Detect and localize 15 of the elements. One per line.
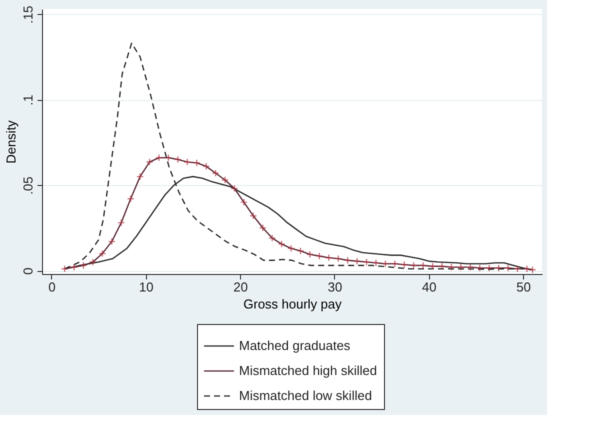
legend-label: Mismatched low skilled xyxy=(239,388,372,403)
y-tick-label: 0 xyxy=(20,267,36,275)
x-tick-label: 30 xyxy=(328,280,342,294)
y-axis-title: Density xyxy=(4,120,18,164)
x-tick-label: 0 xyxy=(48,280,56,294)
x-tick-label: 10 xyxy=(139,280,154,294)
y-tick-label: .15 xyxy=(20,6,36,24)
x-tick-label: 50 xyxy=(516,280,531,294)
y-tick-label: .05 xyxy=(20,176,36,195)
legend-label: Mismatched high skilled xyxy=(239,363,378,378)
legend-label: Matched graduates xyxy=(239,338,351,353)
x-axis-title: Gross hourly pay xyxy=(243,296,342,312)
x-tick-label: 20 xyxy=(233,280,248,294)
x-tick-label: 40 xyxy=(422,280,437,294)
y-tick-label: .1 xyxy=(20,94,36,106)
